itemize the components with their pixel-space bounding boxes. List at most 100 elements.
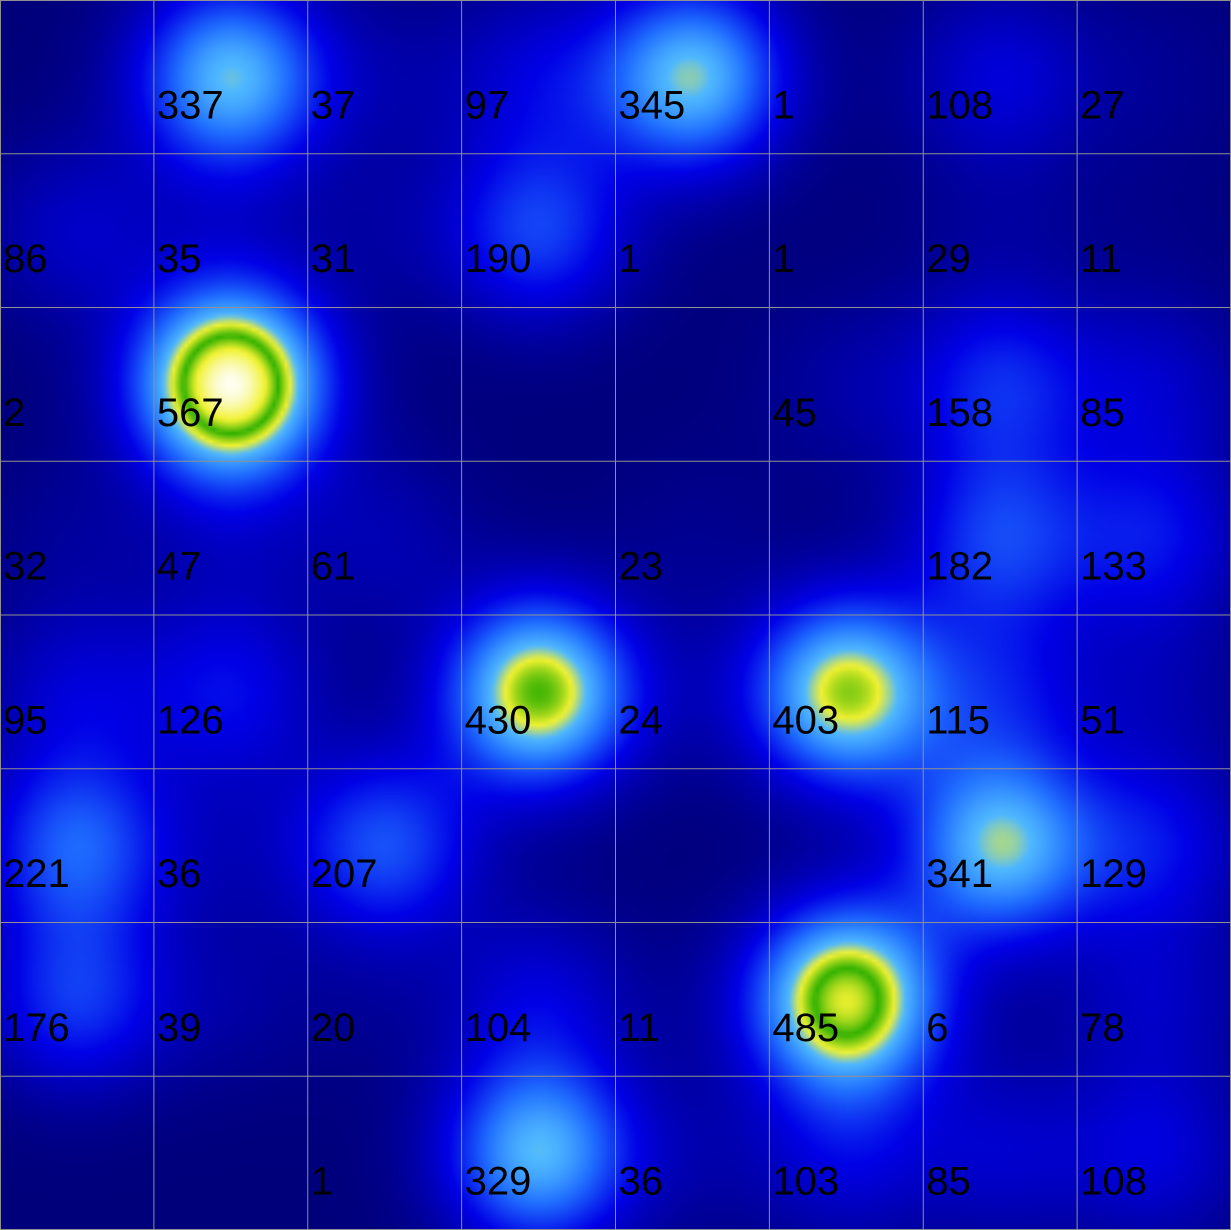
heatmap-cell (769, 461, 923, 615)
heatmap-cell (923, 923, 1077, 1077)
heatmap-cell (616, 769, 770, 923)
cell-value-label: 85 (1080, 391, 1125, 435)
heatmap-cell (308, 1076, 462, 1230)
heatmap-cell (769, 0, 923, 154)
cell-value-label: 23 (619, 545, 664, 589)
heatmap-cell (462, 308, 616, 462)
cell-value-label: 97 (465, 83, 510, 127)
cell-value-label: 345 (619, 83, 686, 127)
cell-value-label: 51 (1080, 698, 1125, 742)
heatmap-cell (616, 0, 770, 154)
cell-value-label: 39 (157, 1006, 202, 1050)
heatmap-cell (769, 308, 923, 462)
cell-value-label: 133 (1080, 545, 1147, 589)
heatmap-cell (308, 769, 462, 923)
heatmap-cell (0, 0, 154, 154)
heatmap-cell (154, 769, 308, 923)
cell-value-label: 1 (772, 237, 794, 281)
heatmap-cell (0, 461, 154, 615)
heatmap-cell (923, 769, 1077, 923)
cell-value-label: 61 (311, 545, 356, 589)
cell-value-label: 36 (157, 852, 202, 896)
cell-value-label: 95 (3, 698, 48, 742)
cell-value-label: 36 (619, 1160, 664, 1204)
heatmap-cell (616, 1076, 770, 1230)
heatmap-cell (616, 461, 770, 615)
heatmap-cell (1077, 923, 1231, 1077)
cell-value-label: 190 (465, 237, 532, 281)
cell-value-label: 103 (772, 1160, 839, 1204)
heatmap-cell (308, 461, 462, 615)
heatmap-cell (308, 615, 462, 769)
heatmap-cell (0, 923, 154, 1077)
cell-value-label: 1 (619, 237, 641, 281)
heatmap-cell (616, 615, 770, 769)
heatmap-cell (462, 0, 616, 154)
cell-value-label: 85 (926, 1160, 971, 1204)
cell-value-label: 158 (926, 391, 993, 435)
heatmap-cell (0, 154, 154, 308)
cell-value-label: 45 (772, 391, 817, 435)
cell-value-label: 29 (926, 237, 971, 281)
cell-value-label: 78 (1080, 1006, 1125, 1050)
heatmap-cell (1077, 0, 1231, 154)
cell-value-label: 108 (926, 83, 993, 127)
cell-value-label: 430 (465, 698, 532, 742)
cell-value-label: 11 (619, 1006, 661, 1050)
cell-value-label: 11 (1080, 237, 1122, 281)
heatmap-cell (1077, 461, 1231, 615)
heatmap-cell (0, 769, 154, 923)
cell-value-label: 31 (311, 237, 356, 281)
cell-value-label: 27 (1080, 83, 1125, 127)
heatmap-cell (769, 1076, 923, 1230)
heatmap-cell (769, 615, 923, 769)
cell-value-label: 104 (465, 1006, 532, 1050)
heatmap-cell (769, 923, 923, 1077)
cell-value-label: 221 (3, 852, 70, 896)
heatmap-cell (1077, 308, 1231, 462)
heatmap-cell (1077, 1076, 1231, 1230)
heatmap-cell (923, 615, 1077, 769)
heatmap-cell (616, 308, 770, 462)
heatmap-cell (462, 1076, 616, 1230)
heatmap-cell (1077, 615, 1231, 769)
heatmap-cell (462, 461, 616, 615)
cell-value-label: 567 (157, 391, 224, 435)
cell-value-label: 341 (926, 852, 993, 896)
heatmap-cell (308, 923, 462, 1077)
heatmap-cell (462, 615, 616, 769)
heatmap-cell (0, 308, 154, 462)
heatmap-cell (308, 308, 462, 462)
heatmap-cell (154, 1076, 308, 1230)
cell-value-label: 329 (465, 1160, 532, 1204)
cell-value-label: 1 (311, 1160, 333, 1204)
heatmap-cell (154, 154, 308, 308)
heatmap-cell (923, 0, 1077, 154)
cell-value-label: 86 (3, 237, 48, 281)
cell-value-label: 176 (3, 1006, 70, 1050)
cell-value-label: 485 (772, 1006, 839, 1050)
cell-value-label: 6 (926, 1006, 948, 1050)
cell-value-label: 126 (157, 698, 224, 742)
heatmap-cell (616, 923, 770, 1077)
heatmap-cell (616, 154, 770, 308)
cell-value-label: 47 (157, 545, 202, 589)
heatmap-cell (923, 461, 1077, 615)
cell-value-label: 207 (311, 852, 378, 896)
heatmap-cell (154, 461, 308, 615)
cell-value-label: 337 (157, 83, 224, 127)
heatmap-cell (308, 0, 462, 154)
heatmap-cell (923, 154, 1077, 308)
cell-value-label: 115 (926, 698, 990, 742)
cell-value-label: 20 (311, 1006, 356, 1050)
heatmap-cell (462, 154, 616, 308)
heatmap-cell (462, 769, 616, 923)
heatmap-cell (769, 154, 923, 308)
cell-value-label: 108 (1080, 1160, 1147, 1204)
heatmap-cell (1077, 769, 1231, 923)
cell-value-label: 182 (926, 545, 993, 589)
cell-value-label: 129 (1080, 852, 1147, 896)
cell-value-label: 37 (311, 83, 356, 127)
heatmap-cell (154, 308, 308, 462)
